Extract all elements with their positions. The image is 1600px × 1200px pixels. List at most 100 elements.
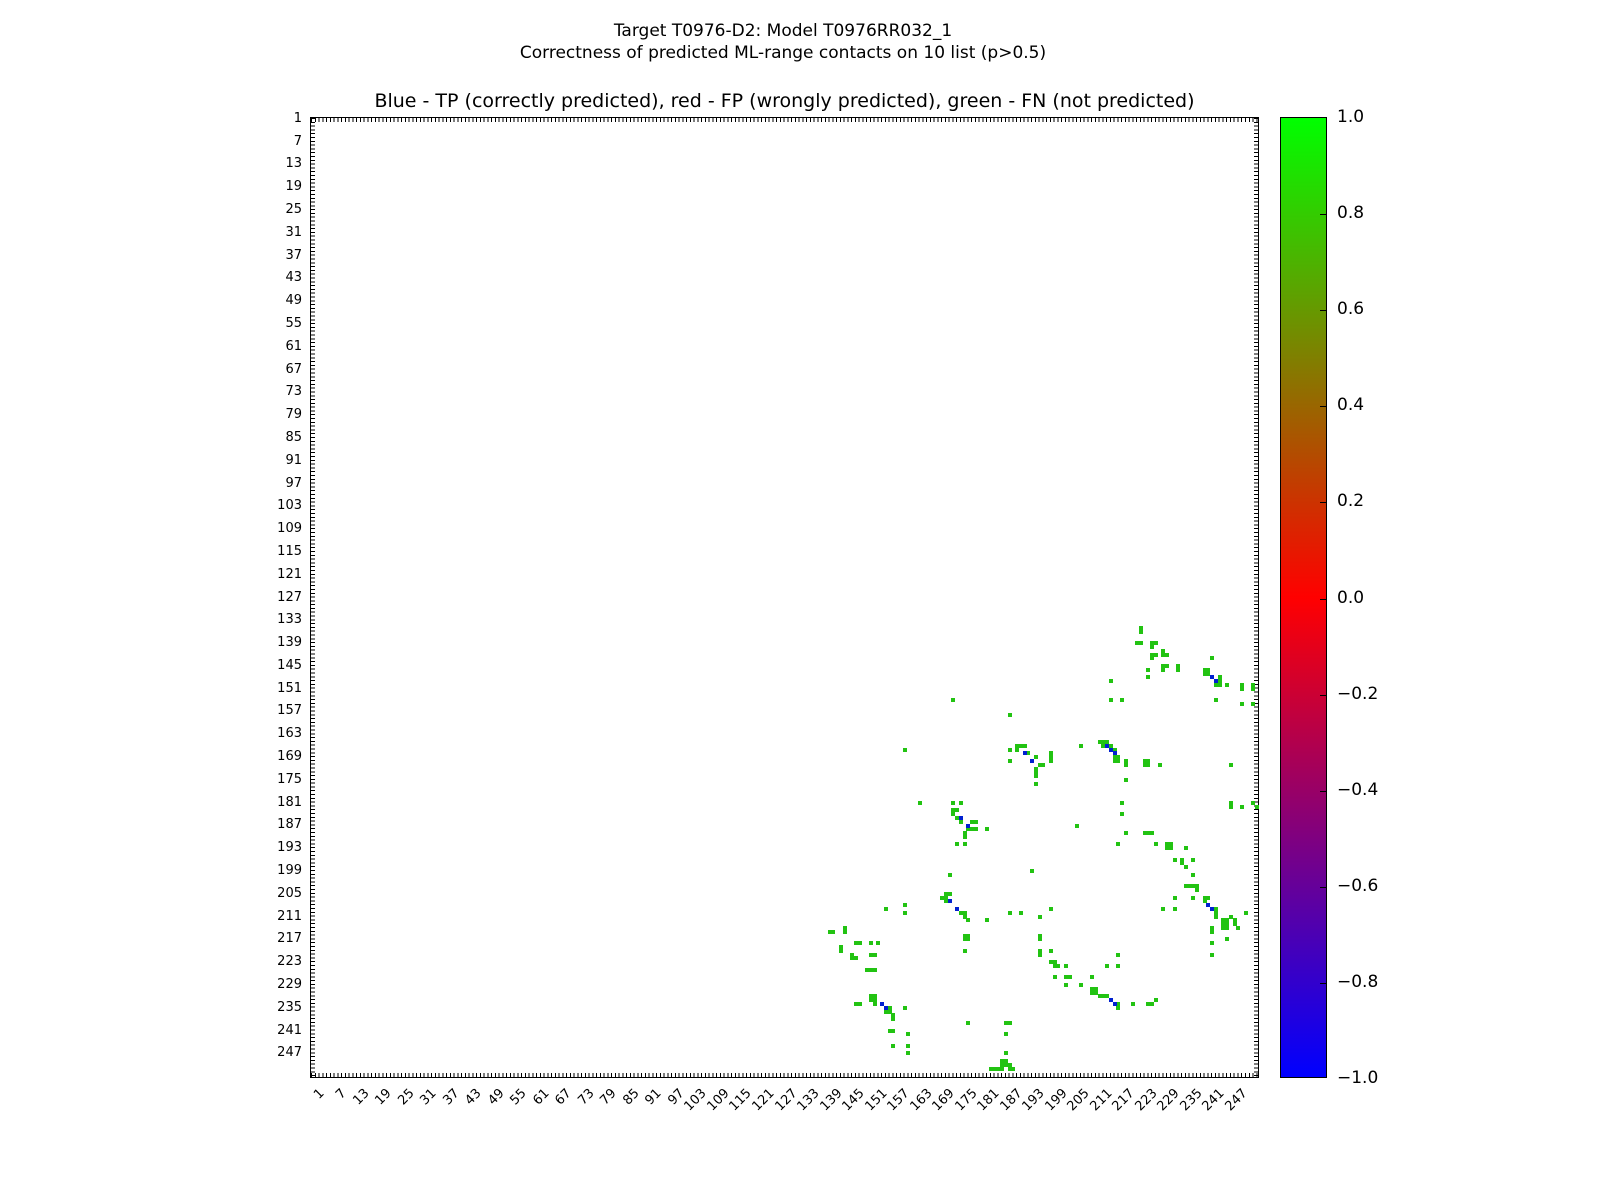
data-point-fn xyxy=(1131,1002,1136,1007)
data-point-fn xyxy=(996,1066,1001,1071)
data-point-fn xyxy=(887,1028,892,1033)
data-point-fn xyxy=(1011,1066,1016,1071)
y-tick-label: 55 xyxy=(285,316,302,331)
data-point-fn xyxy=(1228,804,1233,809)
data-point-fn xyxy=(1172,857,1177,862)
y-tick-label: 205 xyxy=(277,885,302,901)
x-tick-label: 73 xyxy=(575,1086,598,1109)
data-point-fn xyxy=(1142,758,1147,763)
data-point-fn xyxy=(906,1032,911,1037)
data-point-fn xyxy=(962,948,967,953)
data-point-fn xyxy=(1213,698,1218,703)
data-point-fn xyxy=(872,994,877,999)
data-point-fn xyxy=(1206,667,1211,672)
data-point-fn xyxy=(1232,918,1237,923)
y-tick-label: 175 xyxy=(277,771,302,787)
data-point-fn xyxy=(831,929,836,934)
data-point-fn xyxy=(1153,641,1158,646)
axes-title: Blue - TP (correctly predicted), red - F… xyxy=(374,90,1195,112)
data-point-fn xyxy=(872,998,877,1003)
data-point-fn xyxy=(1225,682,1230,687)
x-tick-label: 121 xyxy=(749,1086,778,1115)
data-point-fn xyxy=(868,967,873,972)
y-tick-label: 163 xyxy=(277,726,302,742)
data-point-fn xyxy=(872,952,877,957)
data-point-fn xyxy=(1048,758,1053,763)
data-point-fn xyxy=(1210,656,1215,661)
data-point-fn xyxy=(1037,933,1042,938)
data-point-fn xyxy=(1048,755,1053,760)
y-tick-label: 127 xyxy=(277,589,302,605)
y-tick-label: 73 xyxy=(285,384,302,400)
data-point-fn xyxy=(857,1002,862,1007)
data-point-fn xyxy=(1161,663,1166,668)
y-tick-label: 61 xyxy=(285,338,302,354)
data-point-fn xyxy=(865,967,870,972)
data-point-fn xyxy=(1165,842,1170,847)
data-point-fn xyxy=(951,800,956,805)
y-tick-label: 193 xyxy=(277,840,302,856)
data-point-fn xyxy=(1183,846,1188,851)
data-point-fn xyxy=(1033,774,1038,779)
data-point-fn xyxy=(1075,823,1080,828)
data-point-fn xyxy=(1067,975,1072,980)
x-tick-label: 103 xyxy=(681,1086,711,1115)
colorbar-tick xyxy=(1320,790,1326,792)
data-point-fn xyxy=(1093,990,1098,995)
y-tick-label: 19 xyxy=(285,179,302,195)
data-point-fn xyxy=(902,903,907,908)
data-point-fn xyxy=(1120,812,1125,817)
data-point-fn xyxy=(838,948,843,953)
data-point-fn xyxy=(988,1066,993,1071)
data-point-fn xyxy=(1202,899,1207,904)
data-point-fn xyxy=(1251,800,1256,805)
data-point-fn xyxy=(962,914,967,919)
x-tick-label: 79 xyxy=(597,1086,621,1109)
colorbar-tick xyxy=(1320,982,1326,984)
colorbar-tick xyxy=(1320,406,1326,408)
data-point-fn xyxy=(1105,964,1110,969)
data-point-fn xyxy=(1228,800,1233,805)
x-tick-label: 91 xyxy=(642,1086,666,1109)
data-point-fn xyxy=(1210,941,1215,946)
y-tick-label: 109 xyxy=(277,521,302,537)
data-point-fn xyxy=(1108,743,1113,748)
data-point-fn xyxy=(1146,758,1151,763)
data-point-tp xyxy=(958,815,963,820)
data-point-fn xyxy=(1146,762,1151,767)
data-point-fn xyxy=(1142,762,1147,767)
x-tick-label: 133 xyxy=(794,1086,823,1115)
x-tick-label: 151 xyxy=(861,1086,891,1115)
data-point-fn xyxy=(1228,914,1233,919)
x-tick-label: 157 xyxy=(884,1086,913,1115)
x-tick-label: 67 xyxy=(552,1086,576,1109)
data-point-fn xyxy=(1153,998,1158,1003)
data-point-fn xyxy=(1112,755,1117,760)
data-point-fn xyxy=(883,907,888,912)
data-point-fn xyxy=(1150,831,1155,836)
data-point-fn xyxy=(958,800,963,805)
data-point-fn xyxy=(947,891,952,896)
data-point-fn xyxy=(1123,762,1128,767)
y-tick-label: 223 xyxy=(277,954,302,970)
data-point-fn xyxy=(1026,751,1031,756)
y-tick-label: 133 xyxy=(277,612,302,628)
x-tick-label: 85 xyxy=(620,1086,643,1109)
data-point-fn xyxy=(1138,629,1143,634)
colorbar-tick xyxy=(1320,502,1326,504)
colorbar-tick xyxy=(1320,694,1326,696)
data-point-fn xyxy=(1007,1062,1012,1067)
data-point-fn xyxy=(1097,739,1102,744)
y-tick-label: 7 xyxy=(293,133,302,149)
data-point-fn xyxy=(1116,755,1121,760)
data-point-fn xyxy=(1003,1032,1008,1037)
data-point-fn xyxy=(887,1005,892,1010)
data-point-fn xyxy=(1048,751,1053,756)
data-point-fn xyxy=(868,994,873,999)
data-point-fn xyxy=(838,945,843,950)
x-tick-label: 163 xyxy=(906,1086,936,1115)
x-tick-label: 1 xyxy=(311,1086,328,1103)
data-point-fn xyxy=(1108,679,1113,684)
y-tick-label: 217 xyxy=(277,931,302,947)
data-point-fn xyxy=(1033,770,1038,775)
